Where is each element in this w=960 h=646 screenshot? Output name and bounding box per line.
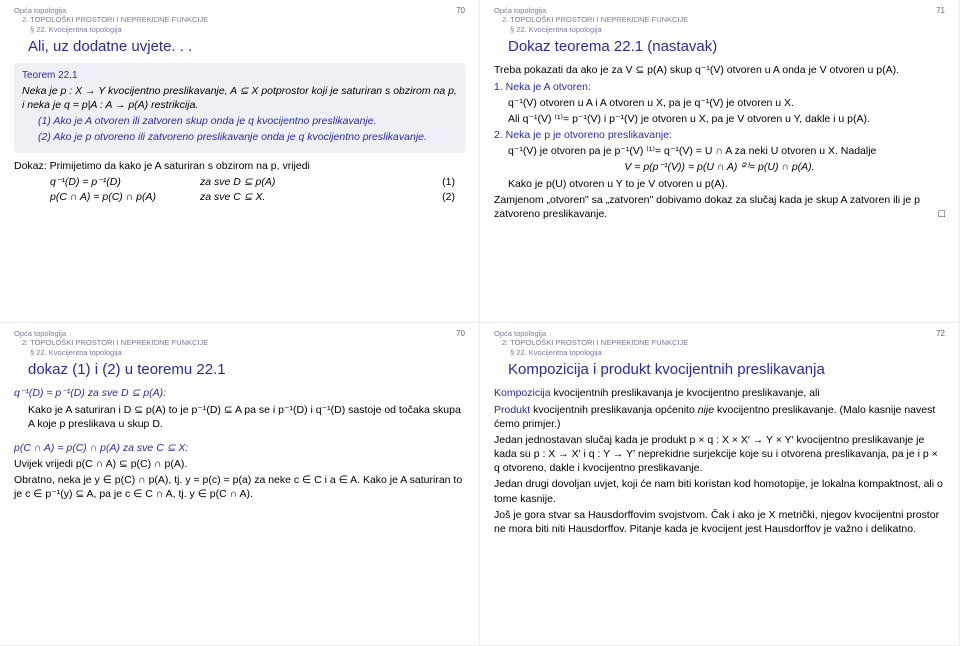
slide-header: Opća topologija 2. TOPOLOŠKI PROSTORI I … <box>14 329 465 357</box>
page-number: 70 <box>456 329 465 340</box>
para-local-compactness: Jedan drugi dovoljan uvjet, koji će nam … <box>494 477 945 505</box>
page-number: 71 <box>936 6 945 17</box>
case-1-head: 1. Neka je A otvoren: <box>494 80 945 94</box>
page-number: 72 <box>936 329 945 340</box>
slide-header: Opća topologija 2. TOPOLOŠKI PROSTORI I … <box>14 6 465 34</box>
theorem-statement: Neka je p : X → Y kvocijentno preslikava… <box>22 84 457 112</box>
eq1-lhs: q⁻¹(D) = p⁻¹(D) <box>50 175 200 189</box>
proof-end: Zamjenom „otvoren" sa „zatvoren" dobivam… <box>494 193 945 221</box>
slide-top-right: 71 Opća topologija 2. TOPOLOŠKI PROSTORI… <box>480 0 960 323</box>
para-open-maps: Jedan jednostavan slučaj kada je produkt… <box>494 433 945 476</box>
para-product-lead: Produkt <box>494 404 530 416</box>
proof-lead: Dokaz: Primijetimo da kako je A saturira… <box>14 159 465 173</box>
header-l1: Opća topologija <box>494 6 945 15</box>
eq1-tag: (1) <box>330 175 465 189</box>
case-2-line-2: Kako je p(U) otvoren u Y to je V otvoren… <box>494 177 945 191</box>
slide-title: dokaz (1) i (2) u teoremu 22.1 <box>28 360 465 380</box>
header-l2: 2. TOPOLOŠKI PROSTORI I NEPREKIDNE FUNKC… <box>14 15 465 24</box>
claim-1-body: Kako je A saturiran i D ⊆ p(A) to je p⁻¹… <box>14 403 465 431</box>
slide-title: Kompozicija i produkt kvocijentnih presl… <box>508 360 945 380</box>
header-l3: § 22. Kvocijentna topologija <box>494 25 945 34</box>
para-hausdorff: Još je gora stvar sa Hausdorffovim svojs… <box>494 508 945 536</box>
header-l3: § 22. Kvocijentna topologija <box>14 348 465 357</box>
theorem-item-1: (1) Ako je A otvoren ili zatvoren skup o… <box>36 114 457 128</box>
eq2-tag: (2) <box>330 190 465 204</box>
claim-2-line-a: Uvijek vrijedi p(C ∩ A) ⊆ p(C) ∩ p(A). <box>14 457 465 471</box>
slide-title: Dokaz teorema 22.1 (nastavak) <box>508 37 945 57</box>
header-l2: 2. TOPOLOŠKI PROSTORI I NEPREKIDNE FUNKC… <box>14 338 465 347</box>
case-1-line-1: q⁻¹(V) otvoren u A i A otvoren u X, pa j… <box>494 96 945 110</box>
para-composition-rest: kvocijentnih preslikavanja je kvocijentn… <box>551 387 820 399</box>
case-2-equation: V = p(p⁻¹(V)) = p(U ∩ A) ⁽²⁾= p(U) ∩ p(A… <box>494 160 945 174</box>
equation-row-2: p(C ∩ A) = p(C) ∩ p(A) za sve C ⊆ X. (2) <box>50 190 465 204</box>
para-product-mid: kvocijentnih preslikavanja općenito <box>530 404 698 416</box>
eq1-cond: za sve D ⊆ p(A) <box>200 175 330 189</box>
header-l1: Opća topologija <box>494 329 945 338</box>
equation-row-1: q⁻¹(D) = p⁻¹(D) za sve D ⊆ p(A) (1) <box>50 175 465 189</box>
case-2-head: 2. Neka je p je otvoreno preslikavanje: <box>494 128 945 142</box>
header-l1: Opća topologija <box>14 6 465 15</box>
para-composition-lead: Kompozicija <box>494 387 551 399</box>
page-number: 70 <box>456 6 465 17</box>
slide-title: Ali, uz dodatne uvjete. . . <box>28 37 465 57</box>
slide-top-left: 70 Opća topologija 2. TOPOLOŠKI PROSTORI… <box>0 0 480 323</box>
slide-bottom-left: 70 Opća topologija 2. TOPOLOŠKI PROSTORI… <box>0 323 480 646</box>
case-1-line-2: Ali q⁻¹(V) ⁽¹⁾= p⁻¹(V) i p⁻¹(V) je otvor… <box>494 112 945 126</box>
slide-header: Opća topologija 2. TOPOLOŠKI PROSTORI I … <box>494 6 945 34</box>
header-l3: § 22. Kvocijentna topologija <box>494 348 945 357</box>
eq2-lhs: p(C ∩ A) = p(C) ∩ p(A) <box>50 190 200 204</box>
para-product-emph: nije <box>698 404 714 416</box>
qed-icon: □ <box>939 207 945 221</box>
header-l2: 2. TOPOLOŠKI PROSTORI I NEPREKIDNE FUNKC… <box>494 15 945 24</box>
proof-end-text: Zamjenom „otvoren" sa „zatvoren" dobivam… <box>494 194 920 220</box>
slide-bottom-right: 72 Opća topologija 2. TOPOLOŠKI PROSTORI… <box>480 323 960 646</box>
header-l1: Opća topologija <box>14 329 465 338</box>
case-2-line-1: q⁻¹(V) je otvoren pa je p⁻¹(V) ⁽¹⁾= q⁻¹(… <box>494 144 945 158</box>
theorem-head: Teorem 22.1 <box>22 69 457 83</box>
theorem-box: Teorem 22.1 Neka je p : X → Y kvocijentn… <box>14 63 465 152</box>
header-l3: § 22. Kvocijentna topologija <box>14 25 465 34</box>
claim-2-head: p(C ∩ A) = p(C) ∩ p(A) za sve C ⊆ X: <box>14 441 465 455</box>
claim-2-line-b: Obratno, neka je y ∈ p(C) ∩ p(A), tj. y … <box>14 473 465 501</box>
header-l2: 2. TOPOLOŠKI PROSTORI I NEPREKIDNE FUNKC… <box>494 338 945 347</box>
theorem-item-2: (2) Ako je p otvoreno ili zatvoreno pres… <box>36 130 457 144</box>
para-product: Produkt kvocijentnih preslikavanja općen… <box>494 403 945 431</box>
claim-1-head: q⁻¹(D) = p⁻¹(D) za sve D ⊆ p(A): <box>14 386 465 400</box>
para-composition: Kompozicija kvocijentnih preslikavanja j… <box>494 386 945 400</box>
eq2-cond: za sve C ⊆ X. <box>200 190 330 204</box>
slide-header: Opća topologija 2. TOPOLOŠKI PROSTORI I … <box>494 329 945 357</box>
proof-lead: Treba pokazati da ako je za V ⊆ p(A) sku… <box>494 63 945 77</box>
